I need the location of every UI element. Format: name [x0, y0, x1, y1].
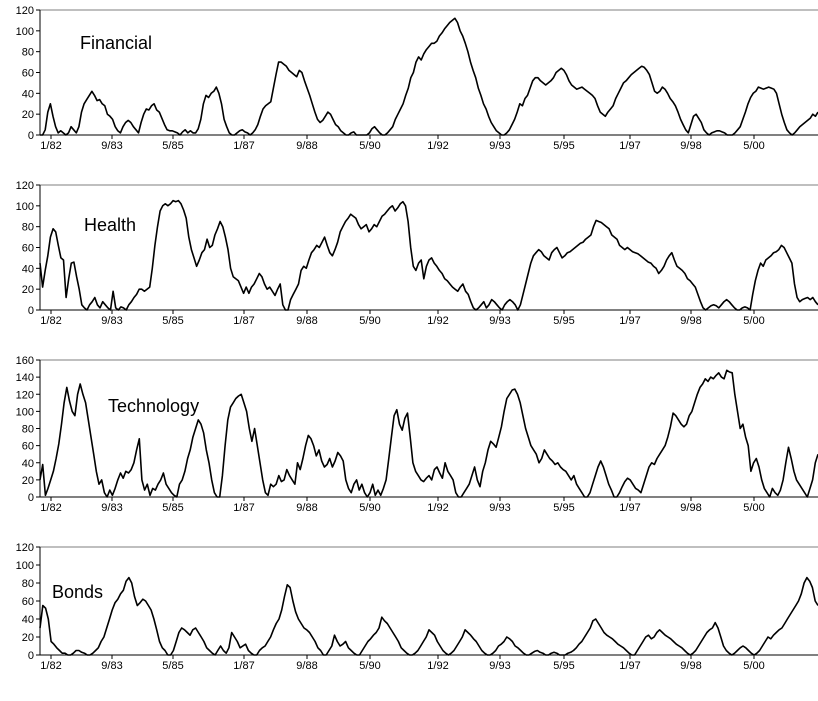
technology-x-tick-label: 9/98 [680, 502, 701, 514]
health-y-tick-label: 40 [22, 263, 34, 275]
health-x-tick-label: 1/97 [619, 315, 640, 327]
technology-y-tick-label: 100 [16, 406, 34, 418]
financial-y-tick-label: 120 [16, 5, 34, 17]
technology-x-tick-label: 5/95 [553, 502, 574, 514]
financial-y-tick-label: 60 [22, 68, 34, 80]
health-x-tick-label: 9/83 [101, 315, 122, 327]
health-x-tick-label: 5/90 [359, 315, 380, 327]
financial-x-tick-label: 1/92 [427, 140, 448, 152]
financial-series-line [40, 17, 818, 136]
bonds-y-tick-label: 40 [22, 614, 34, 626]
bonds-y-tick-label: 0 [28, 650, 34, 662]
technology-y-tick-label: 0 [28, 492, 34, 504]
bonds-x-tick-label: 9/98 [680, 660, 701, 672]
technology-y-tick-label: 20 [22, 475, 34, 487]
bonds-x-tick-label: 5/95 [553, 660, 574, 672]
bonds-x-tick-label: 1/92 [427, 660, 448, 672]
technology-y-tick-label: 40 [22, 458, 34, 470]
financial-y-tick-label: 100 [16, 26, 34, 38]
technology-series-line [39, 369, 818, 498]
bonds-x-tick-label: 5/00 [743, 660, 764, 672]
technology-x-tick-label: 1/82 [40, 502, 61, 514]
financial-x-tick-label: 9/93 [489, 140, 510, 152]
technology-x-tick-label: 9/93 [489, 502, 510, 514]
health-x-tick-label: 5/00 [743, 315, 764, 327]
technology-y-tick-label: 80 [22, 424, 34, 436]
bonds-series-line [39, 576, 818, 656]
financial-y-tick-label: 0 [28, 130, 34, 142]
technology-label: Technology [108, 396, 199, 416]
bonds-panel: 0 20 40 60 80 100 120 1/82 9/83 5/85 1/87 9/88 5/90 1… [16, 542, 818, 672]
financial-x-tick-label: 9/88 [296, 140, 317, 152]
technology-x-tick-label: 1/97 [619, 502, 640, 514]
bonds-x-tick-label: 9/88 [296, 660, 317, 672]
financial-y-tick-label: 40 [22, 88, 34, 100]
financial-label: Financial [80, 33, 152, 53]
bonds-x-tick-label: 9/93 [489, 660, 510, 672]
bonds-x-tick-label: 1/82 [40, 660, 61, 672]
bonds-x-tick-label: 1/87 [233, 660, 254, 672]
bonds-x-tick-label: 1/97 [619, 660, 640, 672]
bonds-y-tick-label: 80 [22, 578, 34, 590]
financial-y-tick-label: 20 [22, 109, 34, 121]
technology-x-tick-label: 1/92 [427, 502, 448, 514]
technology-x-tick-label: 5/00 [743, 502, 764, 514]
health-x-tick-label: 5/95 [553, 315, 574, 327]
technology-y-tick-label: 60 [22, 441, 34, 453]
financial-x-tick-label: 1/87 [233, 140, 254, 152]
health-panel: 0 20 40 60 80 100 120 1/82 9/83 5/85 1/87 9/88 5/90 1… [16, 180, 818, 327]
financial-x-tick-label: 5/00 [743, 140, 764, 152]
financial-panel: 0 20 40 60 80 100 120 1/82 9/83 5/85 1/87 9/88 5/90 1… [16, 5, 818, 152]
health-x-tick-label: 5/85 [162, 315, 183, 327]
technology-y-tick-label: 120 [16, 389, 34, 401]
technology-x-tick-label: 9/83 [101, 502, 122, 514]
health-x-tick-label: 9/98 [680, 315, 701, 327]
financial-x-tick-label: 9/98 [680, 140, 701, 152]
health-y-tick-label: 20 [22, 284, 34, 296]
technology-x-tick-label: 9/88 [296, 502, 317, 514]
health-label: Health [84, 215, 136, 235]
technology-y-tick-label: 140 [16, 372, 34, 384]
bonds-y-tick-label: 60 [22, 596, 34, 608]
health-y-tick-label: 80 [22, 222, 34, 234]
bonds-y-tick-label: 100 [16, 560, 34, 572]
financial-y-tick-label: 80 [22, 47, 34, 59]
technology-x-tick-label: 1/87 [233, 502, 254, 514]
health-x-tick-label: 1/82 [40, 315, 61, 327]
health-y-tick-label: 120 [16, 180, 34, 192]
health-x-tick-label: 9/93 [489, 315, 510, 327]
technology-x-tick-label: 5/85 [162, 502, 183, 514]
bonds-y-tick-label: 20 [22, 632, 34, 644]
financial-x-tick-label: 5/90 [359, 140, 380, 152]
health-x-tick-label: 9/88 [296, 315, 317, 327]
health-x-tick-label: 1/87 [233, 315, 254, 327]
bonds-x-tick-label: 5/90 [359, 660, 380, 672]
bonds-y-tick-label: 120 [16, 542, 34, 554]
health-series-line [39, 199, 818, 311]
financial-x-tick-label: 9/83 [101, 140, 122, 152]
health-x-tick-label: 1/92 [427, 315, 448, 327]
financial-x-tick-label: 5/85 [162, 140, 183, 152]
technology-panel: 0 20 40 60 80 100 120 140 160 1/82 9/83 5/85 1/87 9/8… [16, 355, 818, 514]
health-y-tick-label: 0 [28, 305, 34, 317]
bonds-x-tick-label: 9/83 [101, 660, 122, 672]
financial-x-tick-label: 1/82 [40, 140, 61, 152]
financial-x-tick-label: 1/97 [619, 140, 640, 152]
technology-x-tick-label: 5/90 [359, 502, 380, 514]
bonds-label: Bonds [52, 582, 103, 602]
financial-x-tick-label: 5/95 [553, 140, 574, 152]
health-y-tick-label: 100 [16, 201, 34, 213]
bonds-x-tick-label: 5/85 [162, 660, 183, 672]
technology-y-tick-label: 160 [16, 355, 34, 367]
health-y-tick-label: 60 [22, 243, 34, 255]
